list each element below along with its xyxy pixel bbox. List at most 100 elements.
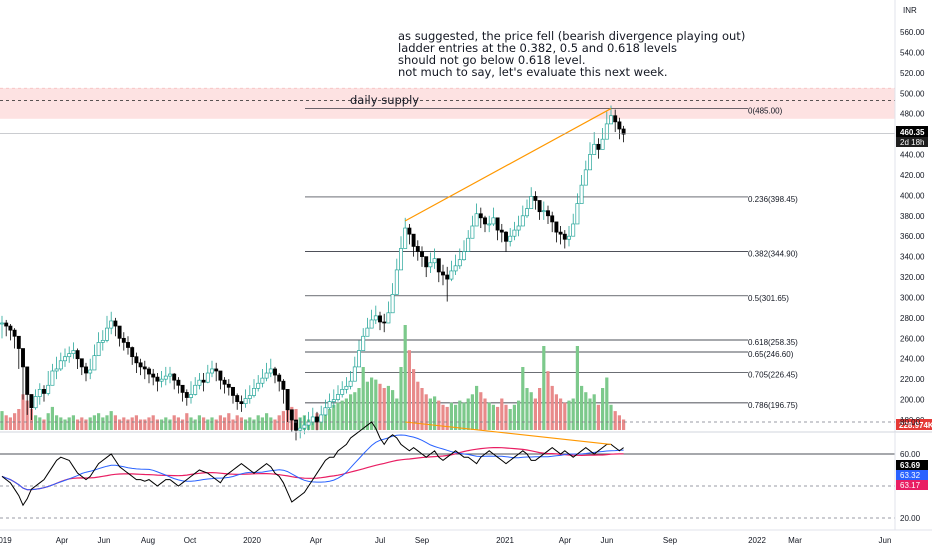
volume-bar xyxy=(588,398,592,430)
fib-label-7: 0.786(196.75) xyxy=(748,401,798,410)
volume-bar xyxy=(336,402,340,430)
candle-body xyxy=(399,248,403,271)
candle-body xyxy=(159,378,164,382)
rsi-tick: 80.00 xyxy=(900,418,921,427)
volume-bar xyxy=(357,388,361,430)
volume-bar xyxy=(554,394,558,430)
price-tick: 420.00 xyxy=(900,171,925,180)
time-tick: Sep xyxy=(415,536,430,545)
candle-body xyxy=(449,270,454,280)
candle-body xyxy=(495,217,500,231)
volume-bar xyxy=(4,415,8,430)
volume-bar xyxy=(160,419,164,430)
candle-body xyxy=(394,269,399,295)
candle-body xyxy=(562,233,567,240)
volume-badge-bg xyxy=(896,419,932,430)
candle-body xyxy=(411,233,416,247)
volume-bar xyxy=(294,409,298,430)
volume-badge: 228.974K xyxy=(896,419,932,430)
volume-bar xyxy=(71,415,75,430)
candle-body xyxy=(176,379,181,386)
volume-bar xyxy=(470,394,474,430)
volume-bar xyxy=(491,404,495,430)
candle-body xyxy=(29,394,34,409)
volume-bar xyxy=(80,417,84,430)
volume-bar xyxy=(0,411,4,430)
volume-bar xyxy=(365,381,369,430)
price-axis[interactable]: 180.00200.00220.00240.00260.00280.00300.… xyxy=(900,28,925,425)
candle-body xyxy=(84,366,88,374)
candle-body xyxy=(168,373,172,377)
price-trendline[interactable] xyxy=(404,108,612,222)
volume-bar xyxy=(542,346,546,430)
time-tick: Mar xyxy=(788,536,802,545)
volume-bar xyxy=(391,390,395,430)
candle-body xyxy=(130,347,135,358)
candle-body xyxy=(294,419,298,431)
volume-bar xyxy=(46,413,50,430)
candle-body xyxy=(33,396,38,409)
volume-bar xyxy=(122,417,126,430)
volume-bar xyxy=(248,417,252,430)
volume-bar xyxy=(441,404,445,430)
rsi-trendline[interactable] xyxy=(405,421,612,445)
annotation-line-4: not much to say, let's evaluate this nex… xyxy=(398,65,668,79)
candle-body xyxy=(88,369,93,374)
volume-bar xyxy=(202,417,206,430)
candle-body xyxy=(588,154,592,171)
volume-bar xyxy=(168,419,172,430)
annotation-line-1: as suggested, the price fell (bearish di… xyxy=(398,29,745,43)
candle-body xyxy=(491,217,496,225)
candle-body xyxy=(54,368,59,372)
volume-bar xyxy=(63,419,67,430)
candle-body xyxy=(382,321,387,324)
volume-bar xyxy=(8,417,12,430)
time-tick: Apr xyxy=(559,536,572,545)
candle-body xyxy=(331,399,336,402)
volume-bar xyxy=(412,369,416,430)
candle-body xyxy=(268,368,273,374)
candle-body xyxy=(260,377,265,384)
countdown-value: 2d 18h xyxy=(900,138,924,147)
candle-body xyxy=(163,375,168,380)
volume-bar xyxy=(395,398,399,430)
candle-body xyxy=(247,395,252,399)
candle-body xyxy=(478,213,483,219)
rsi-ma-blue-value: 63.32 xyxy=(900,471,921,480)
candle-body xyxy=(8,325,13,331)
volume-bar xyxy=(386,385,390,430)
volume-bar xyxy=(529,392,533,430)
fib-label-2: 0.382(344.90) xyxy=(748,250,798,259)
price-tick: 500.00 xyxy=(900,89,925,98)
rsi-tick: 60.00 xyxy=(900,450,921,459)
candle-body xyxy=(571,223,576,237)
rsi-ma-pink-badge-bg xyxy=(896,480,928,490)
candle-body xyxy=(96,342,101,357)
candle-body xyxy=(348,380,353,387)
volume-bar xyxy=(34,415,38,430)
volume-bar xyxy=(269,417,273,430)
candle-body xyxy=(546,210,550,217)
time-axis[interactable]: 019 Apr Jun Aug Oct 2020 Apr Jul Sep 2021 Apr Jun Se… xyxy=(0,536,891,545)
volume-bar xyxy=(197,415,201,430)
candle-body xyxy=(222,379,227,385)
volume-bar xyxy=(433,396,437,430)
candle-body xyxy=(315,416,319,423)
time-tick: 2021 xyxy=(496,536,514,545)
volume-bar xyxy=(113,415,117,430)
time-tick: Apr xyxy=(56,536,69,545)
volume-bar xyxy=(403,325,407,430)
volume-bar xyxy=(126,419,130,430)
volume-bar xyxy=(584,392,588,430)
candle-body xyxy=(226,383,231,388)
candles xyxy=(0,105,626,441)
volume-bar xyxy=(139,419,143,430)
annotation-note[interactable]: as suggested, the price fell (bearish di… xyxy=(398,29,745,79)
candle-body xyxy=(487,223,492,226)
fib-label-4: 0.618(258.35) xyxy=(748,338,798,347)
candle-body xyxy=(403,227,408,249)
time-tick: Jun xyxy=(879,536,892,545)
volume-bar xyxy=(454,404,458,430)
price-tick: 200.00 xyxy=(900,396,925,405)
